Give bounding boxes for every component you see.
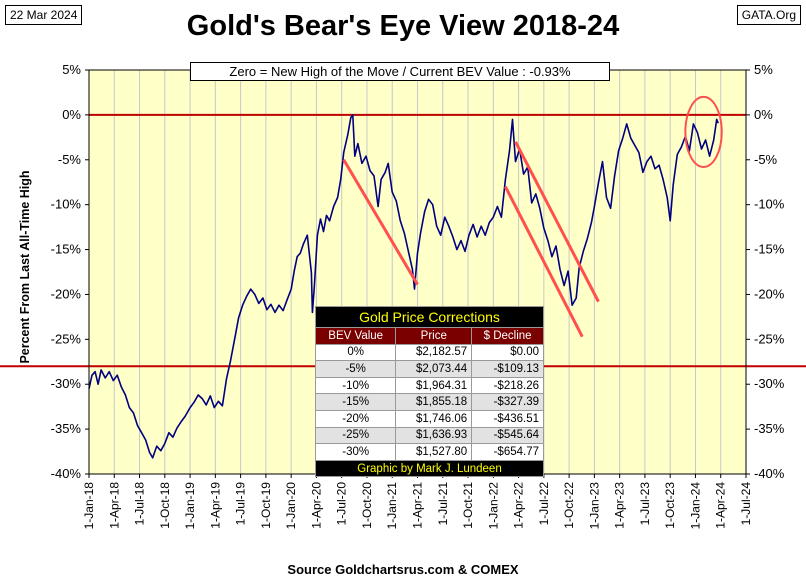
y-axis-label: Percent From Last All-Time High — [18, 170, 32, 364]
y-tick-label-left: -20% — [51, 286, 82, 301]
series-line-gold-bev — [88, 114, 719, 459]
date-tag: 22 Mar 2024 — [5, 5, 83, 25]
y-tick-label-right: 5% — [754, 62, 773, 77]
y-tick-label-right: -40% — [754, 466, 785, 481]
x-axis-label: Source Goldchartsrus.com & COMEX — [287, 562, 519, 577]
y-tick-label-right: -5% — [754, 152, 778, 167]
y-tick-label-right: -35% — [754, 421, 785, 436]
table-cell: -$545.64 — [471, 426, 544, 445]
y-tick-label-left: -5% — [58, 152, 82, 167]
table-header-price: Price — [395, 327, 473, 345]
x-tick-label: 1-Oct-19 — [259, 482, 273, 529]
corrections-table: Gold Price Corrections BEV Value Price $… — [314, 306, 544, 478]
x-tick-label: 1-Apr-22 — [512, 482, 526, 529]
y-tick-label-right: -15% — [754, 242, 785, 257]
y-tick-label-right: -10% — [754, 197, 785, 212]
table-row: -10% $1,964.31 -$218.26 — [314, 376, 544, 395]
x-tick-label: 1-Jan-21 — [385, 482, 399, 530]
trend-2022-lower — [504, 186, 584, 338]
x-tick-label: 1-Oct-20 — [360, 482, 374, 529]
y-tick-label-left: -10% — [51, 197, 82, 212]
x-tick-label: 1-Oct-22 — [562, 482, 576, 529]
x-tick-label: 1-Apr-18 — [107, 482, 121, 529]
table-cell: -25% — [314, 426, 397, 445]
y-tick-label-left: -15% — [51, 242, 82, 257]
x-tick-label: 1-Apr-21 — [411, 482, 425, 529]
y-tick-label-right: -30% — [754, 376, 785, 391]
table-cell: -$327.39 — [471, 393, 544, 411]
table-cell: $1,636.93 — [395, 426, 473, 445]
table-cell: $2,073.44 — [395, 360, 473, 378]
table-cell: -$654.77 — [471, 443, 544, 461]
table-cell: -30% — [314, 443, 397, 461]
table-header-bev: BEV Value — [314, 327, 397, 345]
table-cell: $1,855.18 — [395, 393, 473, 411]
x-tick-label: 1-Oct-18 — [158, 482, 172, 529]
table-cell: -$436.51 — [471, 409, 544, 428]
x-tick-label: 1-Jul-20 — [335, 482, 349, 526]
table-cell: -$218.26 — [471, 376, 544, 395]
table-header-decline: $ Decline — [471, 327, 544, 345]
y-tick-label-left: -40% — [51, 466, 82, 481]
table-row: -25% $1,636.93 -$545.64 — [314, 426, 544, 445]
y-tick-label-left: 5% — [62, 62, 81, 77]
x-tick-label: 1-Oct-23 — [663, 482, 677, 529]
x-tick-label: 1-Jan-20 — [284, 482, 298, 530]
table-cell: -$109.13 — [471, 360, 544, 378]
table-row: -30% $1,527.80 -$654.77 — [314, 443, 544, 461]
x-tick-label: 1-Apr-20 — [309, 482, 323, 529]
y-tick-label-left: -35% — [51, 421, 82, 436]
x-tick-label: 1-Apr-24 — [714, 482, 728, 529]
table-cell: -5% — [314, 360, 397, 378]
y-tick-label-left: -25% — [51, 331, 82, 346]
table-title: Gold Price Corrections — [315, 306, 544, 328]
table-row: 0% $2,182.57 $0.00 — [314, 343, 544, 362]
x-tick-label: 1-Jul-22 — [537, 482, 551, 526]
x-tick-label: 1-Apr-19 — [208, 482, 222, 529]
table-row: -5% $2,073.44 -$109.13 — [314, 360, 544, 378]
x-tick-label: 1-Jul-23 — [638, 482, 652, 526]
x-tick-label: 1-Jan-23 — [587, 482, 601, 530]
x-tick-label: 1-Jul-19 — [234, 482, 248, 526]
x-tick-label: 1-Jul-24 — [739, 482, 753, 526]
table-cell: $1,527.80 — [395, 443, 473, 461]
table-cell: 0% — [314, 343, 397, 362]
table-row: -15% $1,855.18 -$327.39 — [314, 393, 544, 411]
table-cell: $1,746.06 — [395, 409, 473, 428]
table-credit: Graphic by Mark J. Lundeen — [315, 459, 544, 478]
x-tick-label: 1-Apr-23 — [613, 482, 627, 529]
table-cell: $1,964.31 — [395, 376, 473, 395]
source-tag: GATA.Org — [736, 5, 801, 25]
trend-2020 — [342, 159, 419, 286]
y-tick-label-right: 0% — [754, 107, 773, 122]
table-cell: $0.00 — [471, 343, 544, 362]
y-tick-label-left: -30% — [51, 376, 82, 391]
y-tick-label-right: -25% — [754, 331, 785, 346]
x-tick-label: 1-Jul-18 — [133, 482, 147, 526]
table-cell: -15% — [314, 393, 397, 411]
table-cell: -10% — [314, 376, 397, 395]
table-cell: -20% — [314, 409, 397, 428]
y-tick-label-left: 0% — [62, 107, 81, 122]
chart-subtitle: Zero = New High of the Move / Current BE… — [190, 62, 610, 81]
y-tick-label-right: -20% — [754, 286, 785, 301]
table-cell: $2,182.57 — [395, 343, 473, 362]
x-tick-label: 1-Jan-24 — [688, 482, 702, 530]
trend-2022-upper — [514, 141, 600, 303]
table-row: -20% $1,746.06 -$436.51 — [314, 409, 544, 428]
annotation-circle — [684, 95, 723, 168]
x-tick-label: 1-Oct-21 — [461, 482, 475, 529]
chart-title: Gold's Bear's Eye View 2018-24 — [186, 10, 620, 42]
x-tick-label: 1-Jan-18 — [82, 482, 96, 530]
x-tick-label: 1-Jan-19 — [183, 482, 197, 530]
x-tick-label: 1-Jan-22 — [486, 482, 500, 530]
x-tick-label: 1-Jul-21 — [436, 482, 450, 526]
